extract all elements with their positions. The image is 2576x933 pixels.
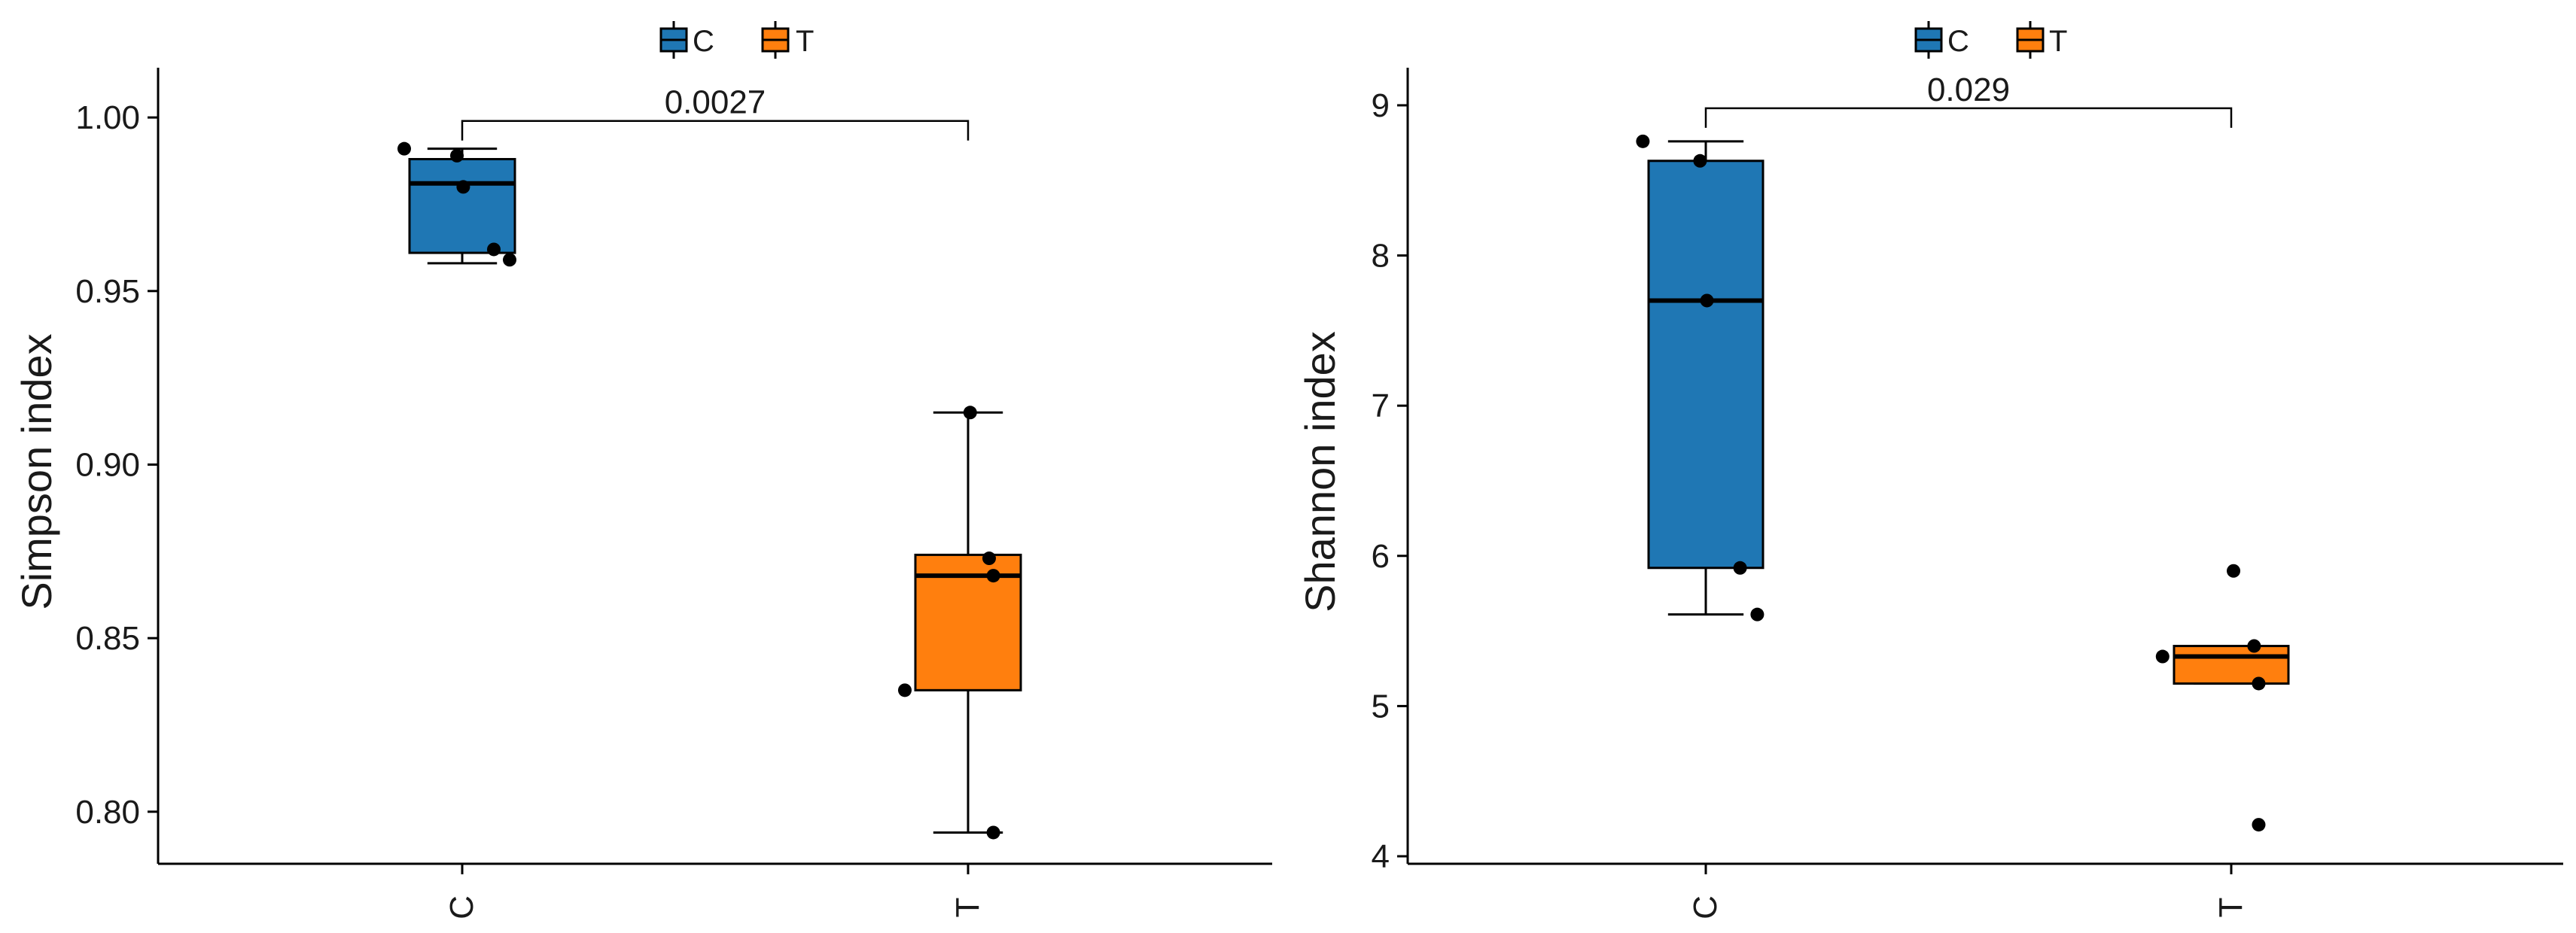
- x-tick-label-C: C: [1687, 895, 1724, 919]
- x-tick-label-C: C: [443, 895, 480, 919]
- data-point-C: [487, 242, 501, 257]
- y-tick-label: 6: [1372, 538, 1390, 575]
- legend-label-C: C: [693, 25, 714, 58]
- comparison-bracket: [1704, 107, 2233, 128]
- y-axis-label: Simpson index: [13, 333, 60, 609]
- simpson-panel: C T Simpson index 0.80 0.85 0.90 0.95 1.00 C T…: [13, 21, 1272, 919]
- data-point-C: [1733, 561, 1747, 575]
- data-point-C: [1700, 293, 1714, 308]
- x-tick-label-T: T: [949, 898, 986, 918]
- plot-area: 4 5 6 7 8 9 C T: [1372, 68, 2563, 919]
- plot-area: 0.80 0.85 0.90 0.95 1.00 C T: [75, 68, 1272, 919]
- y-tick-label: 0.80: [75, 794, 140, 831]
- legend-key-C: [659, 21, 688, 59]
- data-point-C: [450, 148, 464, 163]
- x-tick-label-T: T: [2212, 898, 2249, 918]
- data-point-T: [986, 825, 1000, 840]
- data-point-T: [2155, 649, 2170, 664]
- data-point-C: [1750, 607, 1765, 621]
- y-tick-label: 9: [1372, 87, 1390, 124]
- data-point-C: [397, 141, 411, 156]
- legend-key-C: [1914, 21, 1943, 59]
- y-tick-label: 4: [1372, 838, 1390, 875]
- y-tick-label: 5: [1372, 688, 1390, 725]
- y-tick-label: 0.85: [75, 620, 140, 657]
- data-point-C: [1693, 153, 1707, 168]
- box-C: [1647, 160, 1765, 570]
- y-tick-label: 1.00: [75, 99, 140, 136]
- data-point-T: [2252, 818, 2266, 832]
- legend-label-C: C: [1947, 25, 1969, 58]
- data-point-T: [2247, 639, 2261, 653]
- shannon-panel: C T Shannon index 4 5 6 7 8 9 C T 0.029: [1296, 21, 2563, 919]
- box-T: [2173, 645, 2290, 685]
- data-point-T: [2252, 676, 2266, 691]
- data-point-T: [963, 406, 977, 420]
- box-C: [408, 157, 516, 254]
- legend-label-T: T: [2049, 25, 2067, 58]
- data-point-C: [1636, 134, 1650, 148]
- legend-key-T: [761, 21, 790, 59]
- data-point-T: [982, 552, 996, 566]
- y-tick-label: 0.95: [75, 273, 140, 310]
- comparison-bracket: [461, 120, 970, 141]
- data-point-C: [503, 253, 516, 267]
- y-axis-label: Shannon index: [1296, 331, 1344, 612]
- data-point-T: [986, 569, 1000, 583]
- y-tick-label: 7: [1372, 387, 1390, 424]
- legend: C T: [659, 21, 814, 59]
- y-tick-label: 0.90: [75, 446, 140, 483]
- data-point-T: [2227, 564, 2241, 578]
- legend-label-T: T: [796, 25, 814, 58]
- data-point-T: [898, 683, 912, 697]
- comparison-label: 0.0027: [665, 84, 766, 121]
- legend-key-T: [2016, 21, 2045, 59]
- legend: C T: [1914, 21, 2067, 59]
- data-point-C: [456, 180, 470, 194]
- comparison-label: 0.029: [1927, 71, 2010, 108]
- y-tick-label: 8: [1372, 238, 1390, 275]
